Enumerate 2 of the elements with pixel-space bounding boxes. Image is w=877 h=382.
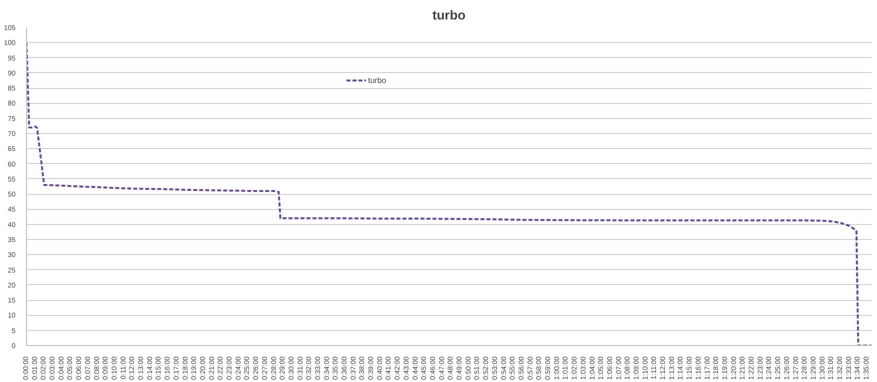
legend-label: turbo — [368, 76, 388, 84]
chart-title: turbo — [432, 8, 466, 22]
